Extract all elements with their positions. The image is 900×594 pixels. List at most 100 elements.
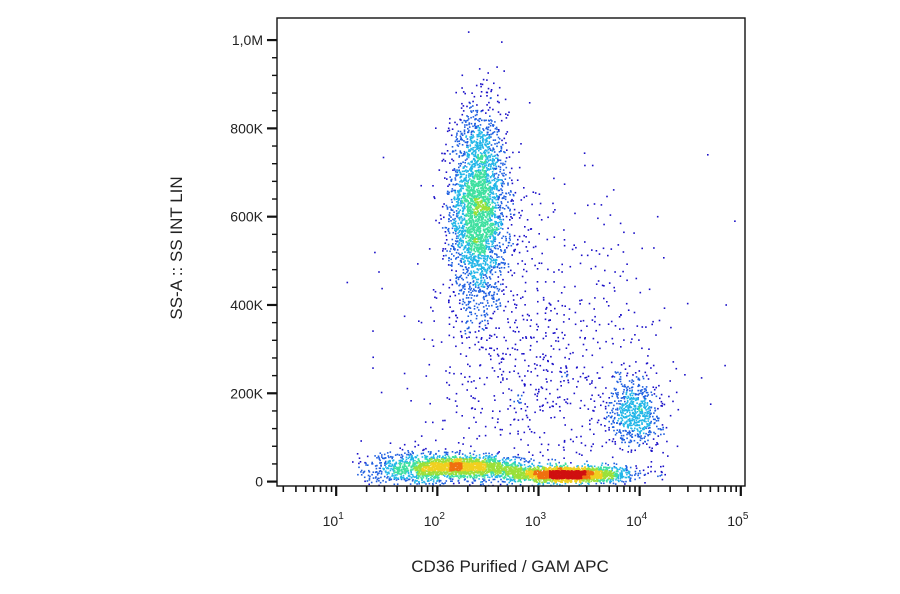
event-dot [614, 473, 617, 475]
event-dot [477, 228, 480, 231]
event-dot [599, 347, 601, 350]
event-dot [480, 346, 483, 349]
event-dot [461, 277, 463, 280]
event-dot [620, 417, 622, 419]
event-dot [610, 320, 613, 323]
event-dot [518, 456, 521, 459]
event-dot [465, 266, 467, 269]
event-dot [460, 215, 462, 218]
event-dot [591, 394, 593, 397]
event-dot [482, 478, 484, 480]
event-dot [403, 462, 406, 464]
event-dot [496, 180, 499, 182]
event-dot [456, 235, 458, 237]
event-dot [587, 464, 589, 467]
event-dot [502, 175, 505, 177]
event-dot [582, 372, 584, 375]
event-dot [456, 123, 458, 126]
event-dot [478, 253, 481, 255]
event-dot [485, 145, 488, 147]
event-dot [485, 166, 488, 169]
event-dot [639, 412, 641, 415]
dot-layer [346, 31, 736, 487]
event-dot [628, 417, 631, 420]
event-dot [576, 386, 578, 388]
event-dot [621, 412, 623, 414]
event-dot [461, 74, 464, 77]
event-dot [454, 149, 457, 152]
event-dot [462, 219, 465, 221]
event-dot [469, 137, 472, 140]
event-dot [453, 206, 456, 208]
event-dot [467, 210, 470, 213]
event-dot [493, 183, 496, 186]
event-dot [480, 263, 482, 265]
event-dot [360, 440, 362, 442]
event-dot [637, 474, 639, 477]
event-dot [487, 245, 489, 248]
event-dot [473, 229, 476, 231]
event-dot [390, 478, 393, 481]
event-dot [628, 409, 631, 412]
event-dot [472, 149, 474, 151]
event-dot [617, 475, 620, 478]
event-dot [594, 320, 596, 323]
event-dot [493, 458, 496, 460]
event-dot [491, 304, 493, 307]
event-dot [472, 261, 474, 263]
event-dot [444, 448, 447, 450]
event-dot [400, 475, 403, 478]
event-dot [433, 196, 435, 198]
event-dot [497, 165, 500, 168]
event-dot [648, 423, 651, 425]
event-dot [529, 419, 531, 421]
event-dot [512, 193, 515, 196]
event-dot [474, 146, 476, 149]
event-dot [463, 285, 466, 288]
event-dot [492, 245, 495, 247]
event-dot [487, 220, 490, 222]
event-dot [476, 176, 479, 178]
event-dot [473, 226, 475, 228]
event-dot [516, 179, 519, 181]
event-dot [492, 207, 495, 209]
event-dot [496, 222, 498, 224]
event-dot [545, 308, 547, 310]
event-dot [509, 464, 511, 466]
event-dot [471, 220, 473, 222]
event-dot [496, 178, 498, 180]
event-dot [632, 398, 634, 400]
event-dot [623, 389, 625, 391]
event-dot [494, 184, 497, 187]
event-dot [582, 319, 585, 322]
event-dot [618, 408, 621, 410]
event-dot [476, 190, 479, 192]
event-dot [381, 456, 383, 458]
event-dot [491, 161, 494, 163]
event-dot [622, 391, 625, 393]
event-dot [431, 457, 434, 459]
event-dot [473, 175, 476, 177]
event-dot [590, 398, 592, 400]
event-dot [476, 138, 479, 141]
event-dot [368, 483, 370, 486]
event-dot [414, 456, 417, 458]
event-dot [646, 415, 648, 417]
event-dot [395, 471, 398, 474]
event-dot [417, 470, 419, 473]
event-dot [615, 372, 617, 374]
event-dot [444, 226, 447, 229]
event-dot [538, 462, 541, 464]
event-dot [547, 216, 549, 219]
event-dot [627, 427, 629, 429]
event-dot [603, 482, 605, 485]
event-dot [401, 457, 403, 459]
event-dot [484, 244, 487, 246]
event-dot [456, 249, 459, 251]
event-dot [447, 227, 450, 230]
event-dot [553, 281, 555, 283]
event-dot [637, 434, 639, 436]
event-dot [466, 214, 468, 216]
event-dot [463, 192, 466, 195]
event-dot [423, 481, 425, 484]
